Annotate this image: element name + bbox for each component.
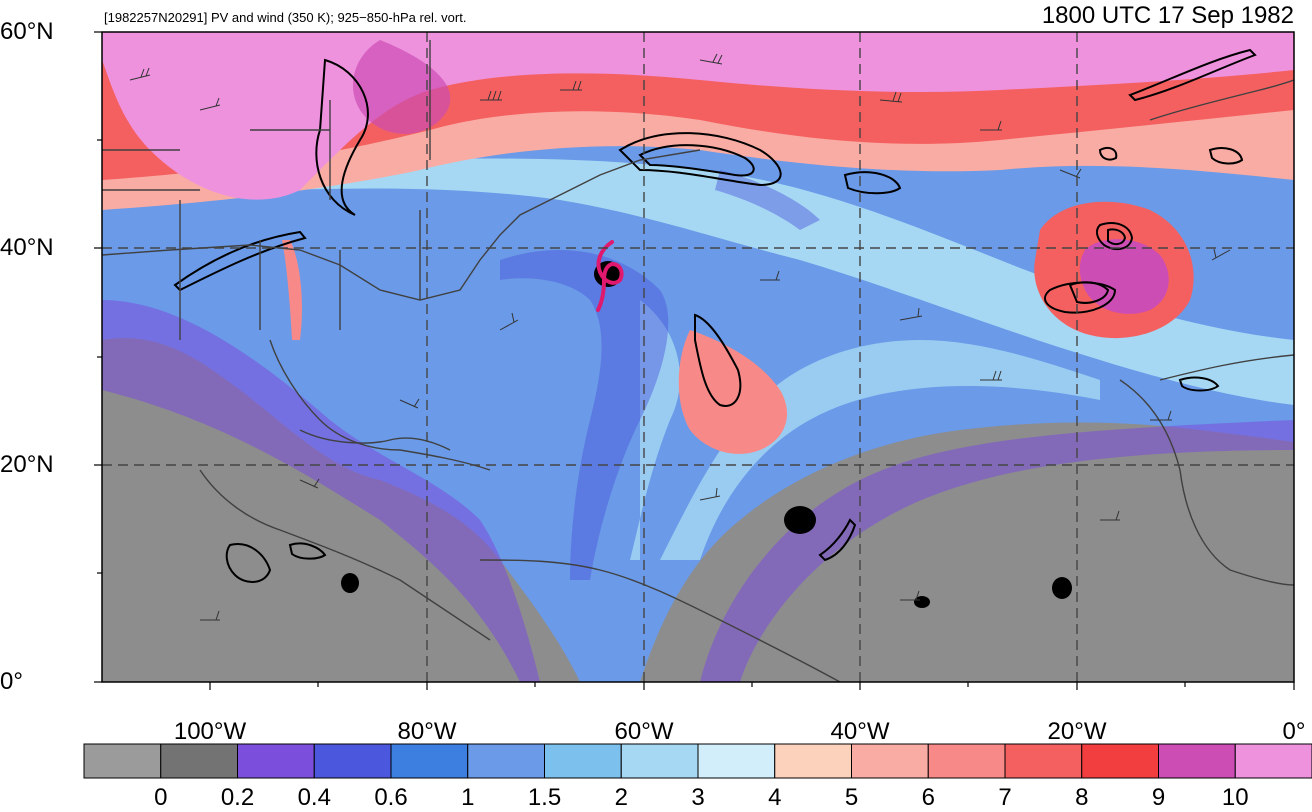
colorbar-label: 8 bbox=[1075, 784, 1089, 811]
colorbar-box bbox=[467, 743, 545, 779]
storm-symbol bbox=[596, 240, 624, 312]
colorbar bbox=[83, 743, 1312, 779]
pv-region-darkblue-2 bbox=[715, 170, 820, 230]
colorbar-box bbox=[774, 743, 852, 779]
colorbar-box bbox=[1081, 743, 1159, 779]
lon-label-20w: 20°W bbox=[1047, 718, 1107, 745]
colorbar-label: 9 bbox=[1151, 784, 1166, 811]
colorbar-box bbox=[851, 743, 929, 779]
colorbar-label: 10 bbox=[1221, 784, 1249, 811]
colorbar-box bbox=[697, 743, 776, 779]
colorbar-box bbox=[620, 743, 699, 779]
wind-barbs bbox=[129, 53, 1231, 621]
plot-title: 1800 UTC 17 Sep 1982 bbox=[1041, 2, 1294, 29]
colorbar-box bbox=[390, 743, 469, 779]
pv-region-darkblue bbox=[500, 250, 669, 580]
colorbar-label: 1.5 bbox=[527, 784, 562, 811]
pv-region-lightblue-south bbox=[630, 300, 1100, 560]
colorbar-label: 6 bbox=[921, 784, 935, 811]
graticule bbox=[102, 32, 1294, 682]
colorbar-box bbox=[83, 743, 162, 779]
colorbar-label: 4 bbox=[768, 784, 782, 811]
vorticity-contours bbox=[173, 48, 1257, 583]
colorbar-label: 7 bbox=[998, 784, 1012, 811]
lat-label-20n: 20°N bbox=[0, 451, 54, 478]
colorbar-label: 0 bbox=[154, 784, 168, 811]
lon-label-100w: 100°W bbox=[173, 718, 247, 745]
lon-label-80w: 80°W bbox=[397, 718, 457, 745]
lat-label-0: 0° bbox=[0, 668, 23, 695]
colorbar-label: 1 bbox=[461, 784, 475, 811]
lon-label-60w: 60°W bbox=[614, 718, 674, 745]
pv-region-streak-west bbox=[282, 240, 302, 340]
axis-ticks bbox=[94, 31, 1295, 690]
colorbar-label: 3 bbox=[691, 784, 705, 811]
vorticity-blobs bbox=[341, 261, 1072, 608]
pv-region-high-deep bbox=[352, 40, 451, 134]
colorbar-label: 0.2 bbox=[220, 784, 255, 811]
colorbar-box bbox=[313, 743, 392, 779]
colorbar-label: 0.6 bbox=[374, 784, 408, 811]
pv-region-cutoff-core bbox=[1079, 239, 1169, 314]
colorbar-box bbox=[160, 743, 238, 779]
colorbar-box bbox=[1158, 743, 1236, 779]
plot-subtitle: [1982257N20291] PV and wind (350 K); 925… bbox=[104, 10, 467, 25]
pv-region-subtropical-high bbox=[678, 330, 788, 454]
lon-label-0: 0° bbox=[1282, 718, 1306, 745]
colorbar-label: 2 bbox=[614, 784, 628, 811]
colorbar-label: 5 bbox=[844, 784, 859, 811]
lon-label-40w: 40°W bbox=[830, 718, 890, 745]
colorbar-label: 0.4 bbox=[297, 784, 331, 811]
pv-region-low-east bbox=[640, 422, 1294, 682]
pv-region-purple bbox=[102, 300, 540, 682]
pv-region-purple-east bbox=[700, 420, 1294, 682]
colorbar-box bbox=[1234, 743, 1312, 779]
colorbar-box bbox=[1004, 743, 1083, 779]
coastlines bbox=[102, 40, 1294, 682]
colorbar-box bbox=[927, 743, 1006, 779]
colorbar-box bbox=[237, 743, 315, 779]
lat-label-60n: 60°N bbox=[0, 18, 54, 45]
colorbar-box bbox=[544, 743, 622, 779]
lat-label-40n: 40°N bbox=[0, 234, 54, 261]
map-panel bbox=[102, 32, 1294, 682]
